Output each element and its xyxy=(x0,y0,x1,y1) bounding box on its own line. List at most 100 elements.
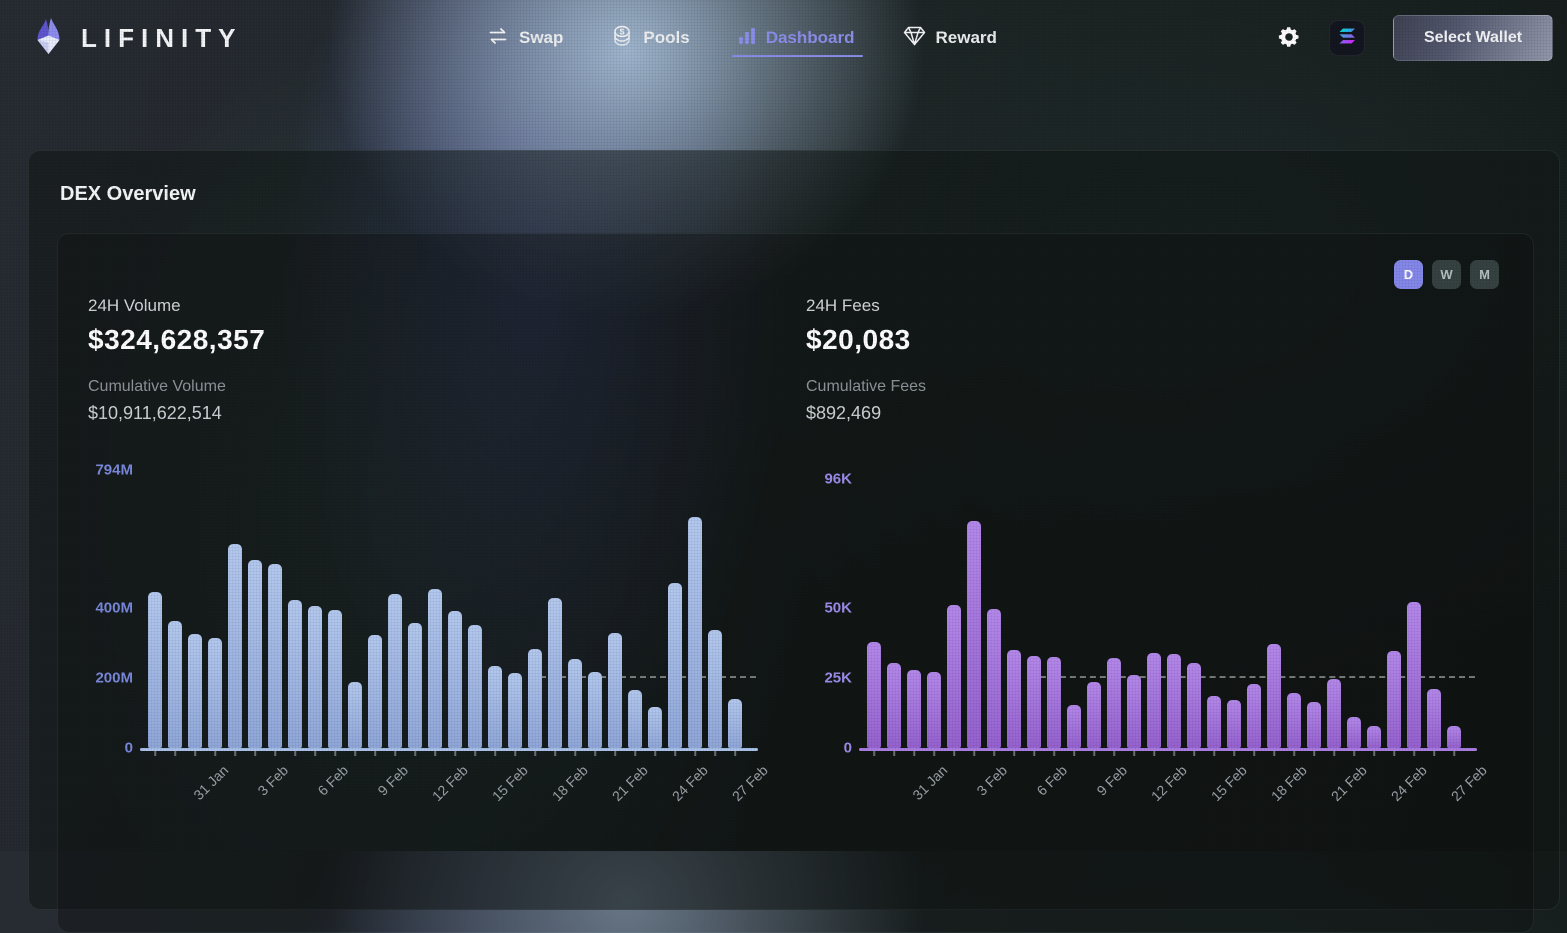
x-tick xyxy=(913,751,915,756)
bar[interactable] xyxy=(348,681,362,748)
bar[interactable] xyxy=(1027,655,1041,748)
bar[interactable] xyxy=(708,629,722,748)
bar[interactable] xyxy=(1387,651,1401,748)
bar[interactable] xyxy=(1287,693,1301,748)
nav-item-dashboard[interactable]: Dashboard xyxy=(731,0,863,76)
x-tick xyxy=(1073,751,1075,756)
bar[interactable] xyxy=(368,634,382,748)
bar[interactable] xyxy=(1187,662,1201,748)
bar[interactable] xyxy=(1227,700,1241,748)
bar[interactable] xyxy=(388,593,402,748)
bar[interactable] xyxy=(468,625,482,748)
bar[interactable] xyxy=(987,609,1001,748)
x-tick xyxy=(474,751,476,756)
x-tick xyxy=(334,751,336,756)
bar[interactable] xyxy=(528,648,542,748)
bar[interactable] xyxy=(448,611,462,748)
bar[interactable] xyxy=(1347,717,1361,748)
range-month-button[interactable]: M xyxy=(1470,260,1499,289)
bar[interactable] xyxy=(1087,682,1101,748)
bar[interactable] xyxy=(228,543,242,748)
range-week-button[interactable]: W xyxy=(1432,260,1461,289)
page-title: DEX Overview xyxy=(60,183,196,205)
x-tick xyxy=(734,751,736,756)
bar[interactable] xyxy=(208,638,222,748)
x-tick xyxy=(274,751,276,756)
y-axis-label: 50K xyxy=(824,599,852,617)
bar[interactable] xyxy=(1167,654,1181,748)
volume-label: 24H Volume xyxy=(88,296,181,315)
x-tick xyxy=(1013,751,1015,756)
volume-chart: 794M 400M 200M 0 31 Jan 3 Feb 6 Feb 9 Feb 12 Fe… xyxy=(95,461,772,805)
nav-menu: Swap $ Pools Dashboard xyxy=(487,0,997,76)
bar-chart-icon xyxy=(738,27,756,50)
bar[interactable] xyxy=(168,621,182,748)
bar[interactable] xyxy=(308,605,322,748)
bar[interactable] xyxy=(488,666,502,748)
x-tick xyxy=(514,751,516,756)
bar[interactable] xyxy=(907,669,921,748)
bar[interactable] xyxy=(887,662,901,748)
bar[interactable] xyxy=(288,599,302,748)
nav-right-controls: Select Wallet xyxy=(1277,0,1553,76)
x-tick xyxy=(1413,751,1415,756)
bar[interactable] xyxy=(947,605,961,748)
bar[interactable] xyxy=(148,592,162,748)
bar[interactable] xyxy=(728,699,742,748)
bar[interactable] xyxy=(328,610,342,748)
bar[interactable] xyxy=(688,516,702,748)
fees-x-ticks xyxy=(867,748,1461,758)
bar[interactable] xyxy=(927,672,941,748)
bar[interactable] xyxy=(1067,704,1081,748)
bar[interactable] xyxy=(568,659,582,748)
bar[interactable] xyxy=(508,673,522,748)
settings-button[interactable] xyxy=(1277,25,1301,52)
x-tick xyxy=(714,751,716,756)
bar[interactable] xyxy=(1247,683,1261,748)
bar[interactable] xyxy=(248,560,262,748)
cumulative-fees-value: $892,469 xyxy=(806,403,882,423)
bar[interactable] xyxy=(588,672,602,748)
bar[interactable] xyxy=(268,563,282,748)
bar[interactable] xyxy=(1327,679,1341,748)
nav-item-label: Dashboard xyxy=(765,28,855,47)
bar[interactable] xyxy=(548,597,562,748)
x-tick xyxy=(294,751,296,756)
bar[interactable] xyxy=(668,582,682,748)
bar[interactable] xyxy=(1267,644,1281,748)
bar[interactable] xyxy=(1207,696,1221,748)
bar[interactable] xyxy=(408,623,422,748)
bar[interactable] xyxy=(967,521,981,748)
bar[interactable] xyxy=(628,690,642,748)
bar[interactable] xyxy=(1447,725,1461,748)
bar[interactable] xyxy=(1427,689,1441,748)
x-tick xyxy=(1153,751,1155,756)
nav-item-pools[interactable]: $ Pools xyxy=(611,0,690,76)
select-wallet-button[interactable]: Select Wallet xyxy=(1393,15,1553,61)
gear-icon xyxy=(1277,25,1301,52)
solana-network-button[interactable] xyxy=(1329,20,1365,56)
y-axis-label: 200M xyxy=(95,669,133,687)
bar[interactable] xyxy=(1007,649,1021,748)
bar[interactable] xyxy=(867,641,881,748)
bar[interactable] xyxy=(1307,701,1321,748)
brand[interactable]: LIFINITY xyxy=(30,16,242,61)
nav-item-swap[interactable]: Swap xyxy=(487,0,563,76)
solana-icon xyxy=(1336,25,1358,52)
bar[interactable] xyxy=(428,589,442,748)
bar[interactable] xyxy=(1367,725,1381,748)
x-tick xyxy=(174,751,176,756)
bar[interactable] xyxy=(1407,602,1421,748)
x-tick xyxy=(214,751,216,756)
bar[interactable] xyxy=(608,633,622,748)
bar[interactable] xyxy=(188,633,202,748)
x-tick xyxy=(234,751,236,756)
bar[interactable] xyxy=(1147,652,1161,748)
bar[interactable] xyxy=(1047,656,1061,748)
bar[interactable] xyxy=(1127,675,1141,748)
bar[interactable] xyxy=(1107,658,1121,748)
range-day-button[interactable]: D xyxy=(1394,260,1423,289)
y-axis-label: 96K xyxy=(824,470,852,488)
bar[interactable] xyxy=(648,707,662,748)
nav-item-reward[interactable]: Reward xyxy=(903,0,997,76)
